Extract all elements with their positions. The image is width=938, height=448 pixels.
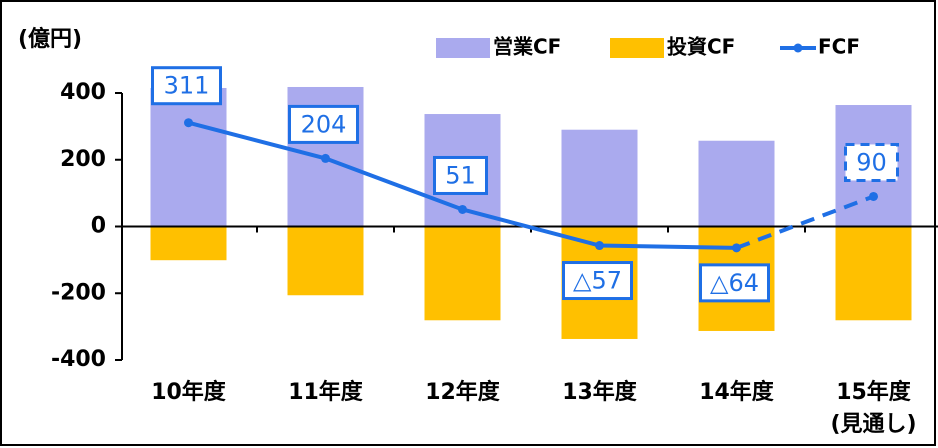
x-tick-label: 12年度 xyxy=(425,379,501,405)
bar xyxy=(835,226,912,321)
value-label: 90 xyxy=(856,148,887,176)
legend-label: 営業CF xyxy=(493,35,561,59)
bar xyxy=(424,226,501,321)
x-tick-label: 14年度 xyxy=(699,379,775,405)
value-label: 311 xyxy=(164,72,210,100)
value-label-box xyxy=(699,263,770,303)
value-label-box xyxy=(844,142,899,182)
y-tick-label: -200 xyxy=(51,280,106,305)
x-tick-label: 15年度(見通し) xyxy=(830,379,916,437)
value-label: △64 xyxy=(710,269,759,297)
value-label: △57 xyxy=(573,267,622,295)
y-tick-label: 200 xyxy=(60,147,106,172)
y-axis-label: (億円) xyxy=(18,26,82,52)
legend-label: 投資CF xyxy=(667,35,735,59)
value-label-box xyxy=(151,66,222,106)
bar xyxy=(150,226,227,261)
value-label-box xyxy=(433,155,488,195)
legend-label: FCF xyxy=(818,35,860,59)
value-label: 204 xyxy=(301,110,347,138)
bar xyxy=(150,87,227,227)
point xyxy=(732,243,741,253)
line-projected xyxy=(735,194,875,250)
value-label-box xyxy=(562,261,633,301)
bar xyxy=(561,129,638,227)
y-tick-label: -400 xyxy=(51,347,106,372)
bar xyxy=(698,140,775,227)
point xyxy=(458,204,467,214)
legend-swatch xyxy=(436,38,490,58)
point xyxy=(321,153,330,163)
value-label: 51 xyxy=(445,161,476,189)
y-tick-label: 400 xyxy=(60,80,106,105)
legend-swatch xyxy=(610,38,664,58)
legend-swatch xyxy=(793,43,803,53)
point xyxy=(595,241,604,251)
bar xyxy=(287,226,364,296)
x-tick-label: 13年度 xyxy=(562,379,638,405)
point xyxy=(184,118,193,128)
x-tick-label: 10年度 xyxy=(151,379,227,405)
value-label-box xyxy=(288,104,359,144)
x-tick-label: 11年度 xyxy=(288,379,364,405)
point xyxy=(869,191,878,201)
y-tick-label: 0 xyxy=(91,214,106,239)
